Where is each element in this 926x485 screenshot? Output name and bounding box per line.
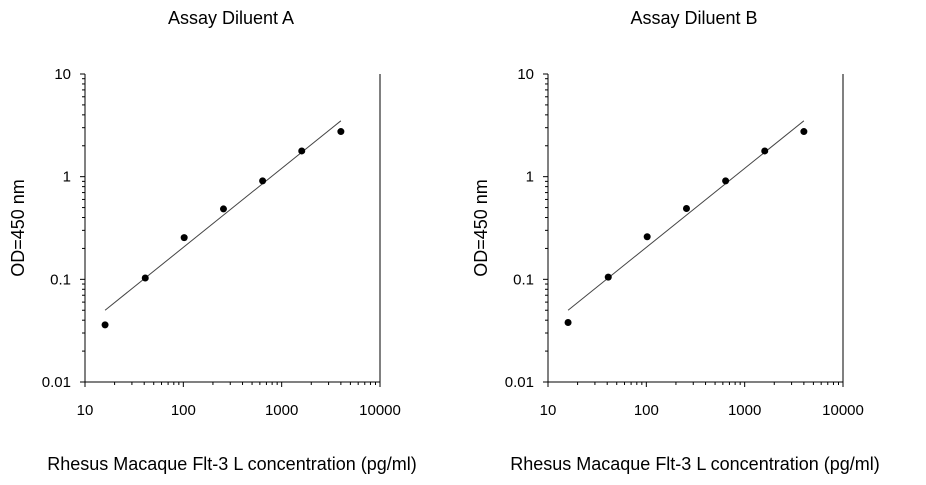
chart-b-ylabel: OD=450 nm xyxy=(471,179,491,277)
chart-a-ylabel: OD=450 nm xyxy=(8,179,28,277)
chart-a-data-point xyxy=(259,177,267,185)
chart-b-xlabel: Rhesus Macaque Flt-3 L concentration (pg… xyxy=(510,454,880,474)
chart-b-data-point xyxy=(722,177,730,185)
chart-b-fit-line xyxy=(567,120,805,311)
chart-panel-a: Assay Diluent A OD=450 nm Rhesus Macaque… xyxy=(0,0,463,480)
chart-a-data-point xyxy=(180,234,188,242)
chart-a-data-point xyxy=(141,274,149,282)
chart-a-title: Assay Diluent A xyxy=(168,8,294,28)
chart-a-y-tick-label: 10 xyxy=(54,66,71,83)
chart-b-y-tick-label: 10 xyxy=(517,66,534,83)
chart-b-y-tick-label: 1 xyxy=(526,169,534,186)
chart-panel-b: Assay Diluent B OD=450 nm Rhesus Macaque… xyxy=(463,0,926,480)
chart-a-x-tick-label: 10 xyxy=(77,402,94,419)
chart-b-plot: 0.01 0.1 1 10 10 100 1000 10000 xyxy=(505,66,864,419)
chart-b-data-point xyxy=(761,147,769,155)
chart-a-plot: 0.01 0.1 1 10 10 100 1000 10000 xyxy=(42,66,401,419)
chart-b-x-tick-label: 10 xyxy=(540,402,557,419)
chart-b-y-tick-label: 0.01 xyxy=(505,374,534,391)
chart-a-fit-line xyxy=(104,120,342,311)
chart-a-data-point xyxy=(219,205,227,213)
chart-b-data-point xyxy=(800,128,808,136)
chart-a-x-tick-label: 100 xyxy=(171,402,196,419)
chart-a-data-point xyxy=(298,147,306,155)
chart-b-svg: Assay Diluent B OD=450 nm Rhesus Macaque… xyxy=(471,8,880,474)
chart-b-x-tick-label: 1000 xyxy=(728,402,761,419)
chart-a-y-tick-label: 0.1 xyxy=(50,271,71,288)
chart-b-data-point xyxy=(564,318,572,326)
chart-a-xlabel: Rhesus Macaque Flt-3 L concentration (pg… xyxy=(47,454,417,474)
chart-b-x-tick-label: 10000 xyxy=(822,402,864,419)
chart-b-data-point xyxy=(604,273,612,281)
chart-b-x-tick-label: 100 xyxy=(634,402,659,419)
chart-a-x-tick-label: 10000 xyxy=(359,402,401,419)
chart-b-y-tick-label: 0.1 xyxy=(513,271,534,288)
chart-b-data-point xyxy=(643,233,651,241)
chart-a-data-point xyxy=(337,128,345,136)
chart-a-y-tick-label: 0.01 xyxy=(42,374,71,391)
chart-b-title: Assay Diluent B xyxy=(630,8,757,28)
chart-a-x-tick-label: 1000 xyxy=(265,402,298,419)
chart-a-svg: Assay Diluent A OD=450 nm Rhesus Macaque… xyxy=(8,8,417,474)
chart-a-data-point xyxy=(101,321,109,329)
chart-a-y-tick-label: 1 xyxy=(63,169,71,186)
chart-b-data-point xyxy=(682,204,690,212)
